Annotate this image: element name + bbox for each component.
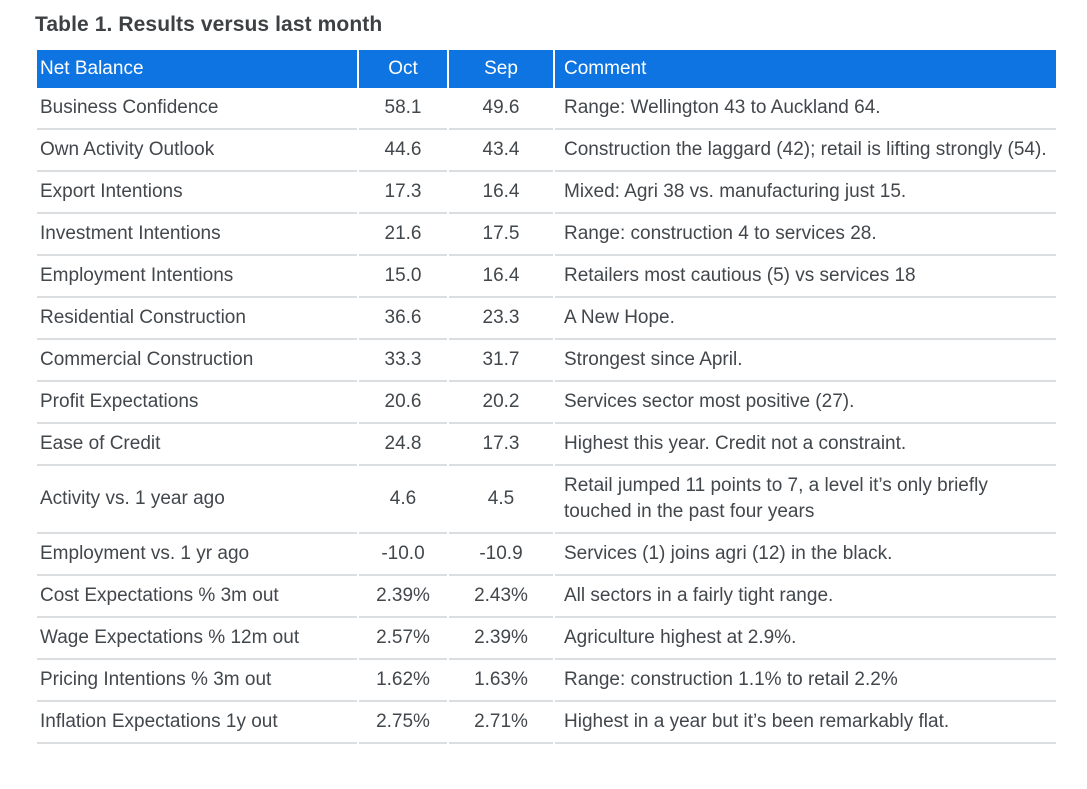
cell-oct-value: 2.39% — [359, 576, 447, 618]
column-header-sep: Sep — [449, 50, 553, 88]
cell-indicator-label: Wage Expectations % 12m out — [37, 618, 357, 660]
cell-oct-value: 15.0 — [359, 256, 447, 298]
cell-oct-value: 36.6 — [359, 298, 447, 340]
cell-comment: Agriculture highest at 2.9%. — [555, 618, 1056, 660]
header-row: Net Balance Oct Sep Comment — [37, 50, 1056, 88]
cell-indicator-label: Inflation Expectations 1y out — [37, 702, 357, 744]
cell-comment: A New Hope. — [555, 298, 1056, 340]
table-row: Commercial Construction 33.3 31.7 Strong… — [37, 340, 1056, 382]
cell-comment: Highest this year. Credit not a constrai… — [555, 424, 1056, 466]
table-row: Residential Construction 36.6 23.3 A New… — [37, 298, 1056, 340]
cell-comment: Range: Wellington 43 to Auckland 64. — [555, 88, 1056, 130]
cell-sep-value: 20.2 — [449, 382, 553, 424]
column-header-comment: Comment — [555, 50, 1056, 88]
cell-comment: Range: construction 4 to services 28. — [555, 214, 1056, 256]
cell-oct-value: 2.57% — [359, 618, 447, 660]
cell-oct-value: 44.6 — [359, 130, 447, 172]
results-table: Net Balance Oct Sep Comment Business Con… — [35, 50, 1058, 744]
cell-comment: Services (1) joins agri (12) in the blac… — [555, 534, 1056, 576]
cell-oct-value: 17.3 — [359, 172, 447, 214]
table-row: Pricing Intentions % 3m out 1.62% 1.63% … — [37, 660, 1056, 702]
table-row: Employment vs. 1 yr ago -10.0 -10.9 Serv… — [37, 534, 1056, 576]
cell-sep-value: 49.6 — [449, 88, 553, 130]
table-row: Activity vs. 1 year ago 4.6 4.5 Retail j… — [37, 466, 1056, 534]
cell-comment: Retail jumped 11 points to 7, a level it… — [555, 466, 1056, 534]
cell-indicator-label: Cost Expectations % 3m out — [37, 576, 357, 618]
cell-oct-value: 24.8 — [359, 424, 447, 466]
table-row: Profit Expectations 20.6 20.2 Services s… — [37, 382, 1056, 424]
cell-sep-value: 1.63% — [449, 660, 553, 702]
cell-sep-value: 4.5 — [449, 466, 553, 534]
cell-sep-value: 17.3 — [449, 424, 553, 466]
cell-comment: Range: construction 1.1% to retail 2.2% — [555, 660, 1056, 702]
cell-indicator-label: Activity vs. 1 year ago — [37, 466, 357, 534]
cell-oct-value: 2.75% — [359, 702, 447, 744]
cell-comment: Highest in a year but it’s been remarkab… — [555, 702, 1056, 744]
cell-oct-value: -10.0 — [359, 534, 447, 576]
cell-indicator-label: Commercial Construction — [37, 340, 357, 382]
cell-sep-value: -10.9 — [449, 534, 553, 576]
table-row: Employment Intentions 15.0 16.4 Retailer… — [37, 256, 1056, 298]
cell-oct-value: 33.3 — [359, 340, 447, 382]
cell-sep-value: 17.5 — [449, 214, 553, 256]
table-row: Export Intentions 17.3 16.4 Mixed: Agri … — [37, 172, 1056, 214]
cell-sep-value: 2.43% — [449, 576, 553, 618]
table-title: Table 1. Results versus last month — [35, 13, 383, 36]
cell-comment: All sectors in a fairly tight range. — [555, 576, 1056, 618]
column-header-oct: Oct — [359, 50, 447, 88]
cell-sep-value: 16.4 — [449, 256, 553, 298]
table-row: Ease of Credit 24.8 17.3 Highest this ye… — [37, 424, 1056, 466]
cell-indicator-label: Ease of Credit — [37, 424, 357, 466]
cell-sep-value: 2.71% — [449, 702, 553, 744]
table-row: Wage Expectations % 12m out 2.57% 2.39% … — [37, 618, 1056, 660]
cell-indicator-label: Own Activity Outlook — [37, 130, 357, 172]
cell-comment: Mixed: Agri 38 vs. manufacturing just 15… — [555, 172, 1056, 214]
table-row: Cost Expectations % 3m out 2.39% 2.43% A… — [37, 576, 1056, 618]
cell-sep-value: 43.4 — [449, 130, 553, 172]
cell-indicator-label: Pricing Intentions % 3m out — [37, 660, 357, 702]
cell-indicator-label: Employment vs. 1 yr ago — [37, 534, 357, 576]
cell-indicator-label: Business Confidence — [37, 88, 357, 130]
table-row: Investment Intentions 21.6 17.5 Range: c… — [37, 214, 1056, 256]
cell-comment: Retailers most cautious (5) vs services … — [555, 256, 1056, 298]
cell-comment: Strongest since April. — [555, 340, 1056, 382]
cell-sep-value: 2.39% — [449, 618, 553, 660]
report-table-page: Table 1. Results versus last month Net B… — [35, 13, 1058, 744]
cell-indicator-label: Residential Construction — [37, 298, 357, 340]
table-row: Inflation Expectations 1y out 2.75% 2.71… — [37, 702, 1056, 744]
cell-sep-value: 31.7 — [449, 340, 553, 382]
cell-sep-value: 16.4 — [449, 172, 553, 214]
cell-indicator-label: Export Intentions — [37, 172, 357, 214]
cell-indicator-label: Investment Intentions — [37, 214, 357, 256]
cell-oct-value: 21.6 — [359, 214, 447, 256]
cell-indicator-label: Employment Intentions — [37, 256, 357, 298]
table-row: Business Confidence 58.1 49.6 Range: Wel… — [37, 88, 1056, 130]
cell-oct-value: 4.6 — [359, 466, 447, 534]
cell-oct-value: 58.1 — [359, 88, 447, 130]
cell-sep-value: 23.3 — [449, 298, 553, 340]
cell-comment: Construction the laggard (42); retail is… — [555, 130, 1056, 172]
cell-indicator-label: Profit Expectations — [37, 382, 357, 424]
column-header-net-balance: Net Balance — [37, 50, 357, 88]
cell-comment: Services sector most positive (27). — [555, 382, 1056, 424]
table-row: Own Activity Outlook 44.6 43.4 Construct… — [37, 130, 1056, 172]
cell-oct-value: 1.62% — [359, 660, 447, 702]
table-body: Business Confidence 58.1 49.6 Range: Wel… — [37, 88, 1056, 744]
cell-oct-value: 20.6 — [359, 382, 447, 424]
